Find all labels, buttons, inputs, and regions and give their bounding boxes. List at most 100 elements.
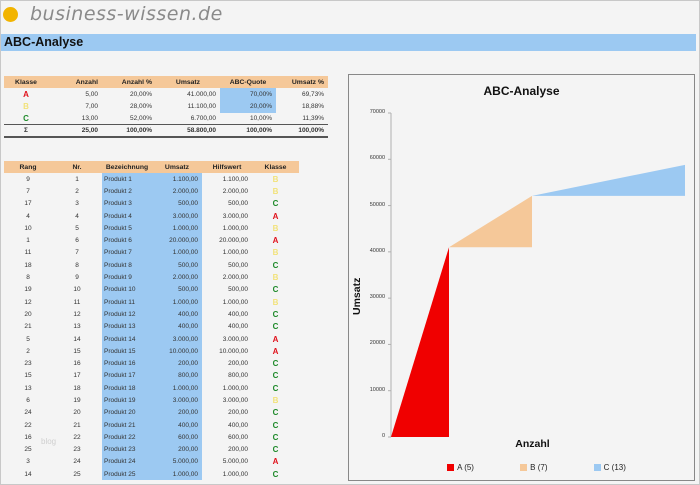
class-badge: C (272, 420, 279, 430)
bezeichnung-input[interactable]: Produkt 21 (102, 418, 152, 432)
umsatz-input[interactable]: 1.000,00 (152, 222, 202, 235)
class-badge: C (272, 383, 279, 393)
umsatz-input[interactable]: 1.000,00 (152, 246, 202, 260)
area-series-b[interactable] (449, 195, 532, 248)
umsatz-input[interactable]: 10.000,00 (152, 345, 202, 358)
umsatz-input[interactable]: 200,00 (152, 406, 202, 419)
area-series-c[interactable] (532, 164, 685, 196)
anzahl-cell: 13,00 (81, 114, 98, 122)
nr-cell: 17 (73, 372, 81, 380)
table-row: 6 19 Produkt 19 3.000,00 3.000,00 B (4, 394, 299, 407)
bezeichnung-input[interactable]: Produkt 16 (102, 357, 152, 370)
umsatz-input[interactable]: 1.100,00 (152, 173, 202, 186)
table-row: 18 8 Produkt 8 500,00 500,00 C (4, 259, 299, 272)
hilfswert-cell: 1.000,00 (222, 470, 248, 478)
bezeichnung-input[interactable]: Produkt 1 (102, 173, 152, 186)
bezeichnung-input[interactable]: Produkt 5 (102, 222, 152, 235)
table-row: 1 6 Produkt 6 20.000,00 20.000,00 A (4, 234, 299, 247)
col-klasse: Klasse (252, 161, 299, 173)
class-badge: C (23, 113, 29, 123)
total-anzahl: 25,00 (48, 124, 102, 139)
bezeichnung-input[interactable]: Produkt 2 (102, 185, 152, 198)
bezeichnung-input[interactable]: Produkt 17 (102, 369, 152, 383)
umsatz-input[interactable]: 400,00 (152, 308, 202, 321)
umsatz-input[interactable]: 2.000,00 (152, 185, 202, 198)
legend-item-b[interactable]: B (7) (520, 463, 548, 472)
bezeichnung-input[interactable]: Produkt 13 (102, 320, 152, 333)
col-abc-quote: ABC-Quote (220, 76, 276, 88)
rang-cell: 11 (24, 249, 32, 257)
table-row: 5 14 Produkt 14 3.000,00 3.000,00 A (4, 332, 299, 346)
umsatz-input[interactable]: 500,00 (152, 197, 202, 210)
chart-legend: A (5) B (7) C (13) (349, 463, 694, 472)
y-tick-label: 20000 (369, 340, 385, 347)
bezeichnung-input[interactable]: Produkt 6 (102, 234, 152, 247)
bezeichnung-input[interactable]: Produkt 14 (102, 332, 152, 346)
bezeichnung-input[interactable]: Produkt 25 (102, 468, 152, 481)
abc-chart[interactable]: ABC-Analyse Umsatz 70000 60000 50000 40000 3… (348, 74, 695, 481)
umsatz-input[interactable]: 600,00 (152, 431, 202, 444)
bezeichnung-input[interactable]: Produkt 12 (102, 308, 152, 321)
umsatz-input[interactable]: 800,00 (152, 369, 202, 383)
umsatz-input[interactable]: 200,00 (152, 443, 202, 456)
umsatz-input[interactable]: 5.000,00 (152, 455, 202, 469)
bezeichnung-input[interactable]: Produkt 4 (102, 209, 152, 223)
class-badge: A (272, 346, 279, 356)
umsatz-cell: 6.700,00 (190, 114, 216, 122)
umsatz-cell: 41.000,00 (187, 90, 216, 98)
table-row: 20 12 Produkt 12 400,00 400,00 C (4, 308, 299, 321)
nr-cell: 4 (75, 212, 79, 220)
bezeichnung-input[interactable]: Produkt 20 (102, 406, 152, 419)
area-series-a[interactable] (391, 247, 449, 437)
nr-cell: 7 (75, 249, 79, 257)
bezeichnung-input[interactable]: Produkt 8 (102, 259, 152, 272)
abc-quote-input[interactable]: 20,00% (220, 100, 276, 113)
umsatz-input[interactable]: 3.000,00 (152, 332, 202, 346)
hilfswert-cell: 800,00 (228, 372, 248, 380)
nr-cell: 22 (73, 433, 81, 441)
legend-item-a[interactable]: A (5) (447, 463, 474, 472)
umsatz-input[interactable]: 1.000,00 (152, 382, 202, 395)
hilfswert-cell: 500,00 (228, 261, 248, 269)
bezeichnung-input[interactable]: Produkt 18 (102, 382, 152, 395)
rang-cell: 6 (26, 396, 30, 404)
anzahl-pct-cell: 20,00% (129, 90, 152, 98)
nr-cell: 13 (73, 323, 81, 331)
col-hilfswert: Hilfswert (202, 161, 252, 173)
bezeichnung-input[interactable]: Produkt 11 (102, 295, 152, 309)
bezeichnung-input[interactable]: Produkt 7 (102, 246, 152, 260)
bezeichnung-input[interactable]: Produkt 24 (102, 455, 152, 469)
umsatz-input[interactable]: 500,00 (152, 283, 202, 296)
bezeichnung-input[interactable]: Produkt 15 (102, 345, 152, 358)
legend-item-c[interactable]: C (13) (593, 463, 626, 472)
umsatz-input[interactable]: 1.000,00 (152, 468, 202, 481)
umsatz-input[interactable]: 500,00 (152, 259, 202, 272)
umsatz-input[interactable]: 3.000,00 (152, 394, 202, 407)
umsatz-input[interactable]: 20.000,00 (152, 234, 202, 247)
nr-cell: 8 (75, 261, 79, 269)
umsatz-input[interactable]: 400,00 (152, 418, 202, 432)
hilfswert-cell: 1.000,00 (222, 298, 248, 306)
anzahl-pct-cell: 28,00% (129, 102, 152, 110)
bezeichnung-input[interactable]: Produkt 22 (102, 431, 152, 444)
bezeichnung-input[interactable]: Produkt 10 (102, 283, 152, 296)
hilfswert-cell: 400,00 (228, 323, 248, 331)
bezeichnung-input[interactable]: Produkt 23 (102, 443, 152, 456)
y-tick-label: 70000 (369, 109, 385, 115)
bezeichnung-input[interactable]: Produkt 9 (102, 271, 152, 284)
abc-quote-input[interactable]: 70,00% (220, 88, 276, 101)
rang-cell: 8 (26, 274, 30, 282)
hilfswert-cell: 1.100,00 (222, 175, 248, 183)
nr-cell: 14 (73, 335, 81, 343)
class-badge: A (272, 236, 279, 246)
total-umsatz-pct: 100,00% (276, 124, 328, 139)
umsatz-input[interactable]: 200,00 (152, 357, 202, 370)
bezeichnung-input[interactable]: Produkt 3 (102, 197, 152, 210)
abc-quote-input[interactable]: 10,00% (249, 114, 272, 122)
umsatz-input[interactable]: 3.000,00 (152, 209, 202, 223)
bezeichnung-input[interactable]: Produkt 19 (102, 394, 152, 407)
umsatz-input[interactable]: 1.000,00 (152, 295, 202, 309)
umsatz-input[interactable]: 400,00 (152, 320, 202, 333)
umsatz-input[interactable]: 2.000,00 (152, 271, 202, 284)
summary-row: A 5,00 20,00% 41.000,00 70,00% 69,73% (4, 88, 328, 101)
